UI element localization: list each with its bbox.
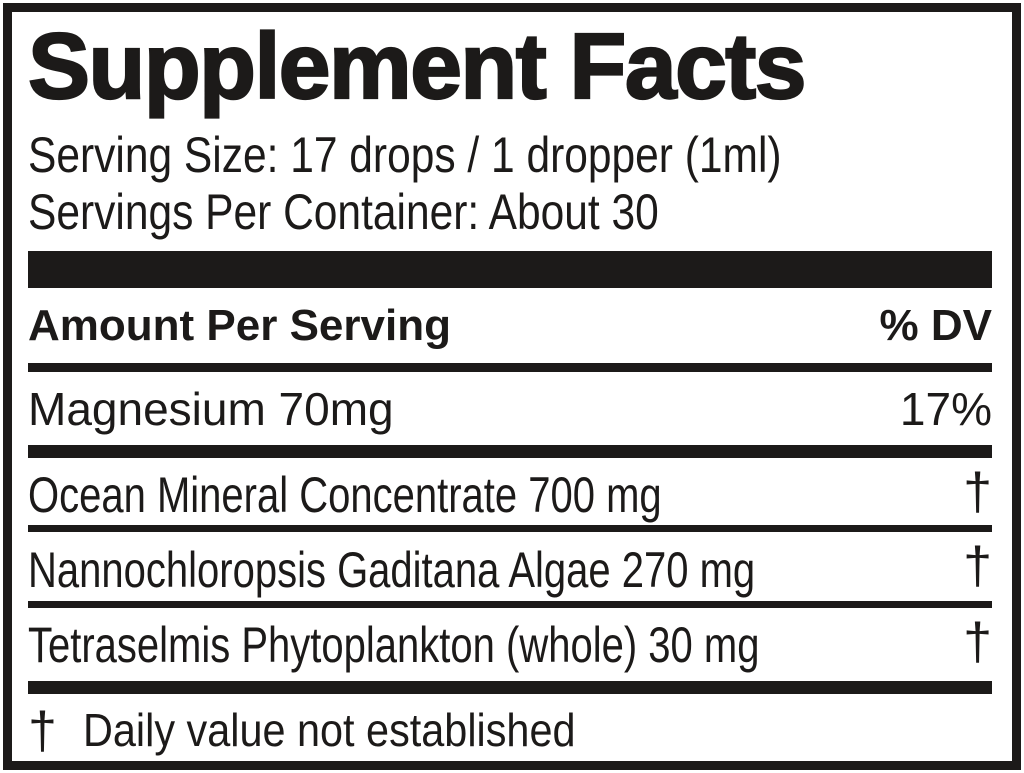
serving-size-line: Serving Size: 17 drops / 1 dropper (1ml) xyxy=(28,126,782,183)
ingredient-row-tetraselmis: Tetraselmis Phytoplankton (whole) 30 mg … xyxy=(28,608,992,694)
dagger-symbol: † xyxy=(28,701,57,760)
dagger-symbol: † xyxy=(963,612,992,671)
dagger-symbol: † xyxy=(963,536,992,595)
ingredient-name: Magnesium 70mg xyxy=(28,382,394,435)
supplement-facts-label: Supplement Facts Serving Size: 17 drops … xyxy=(3,3,1021,770)
ingredient-row-magnesium: Magnesium 70mg 17% xyxy=(28,372,992,458)
ingredient-row-nannochloropsis: Nannochloropsis Gaditana Algae 270 mg † xyxy=(28,532,992,608)
footnote-text: Daily value not established xyxy=(82,703,576,756)
percent-dv-header: % DV xyxy=(879,300,992,350)
dagger-symbol: † xyxy=(963,462,992,521)
footnote: † Daily value not established xyxy=(28,694,992,757)
label-title: Supplement Facts xyxy=(27,14,808,118)
ingredient-name: Ocean Mineral Concentrate 700 mg xyxy=(28,466,662,523)
ingredient-dv-value: 17% xyxy=(899,382,992,435)
ingredient-name: Nannochloropsis Gaditana Algae 270 mg xyxy=(28,541,756,598)
table-header-row: Amount Per Serving % DV xyxy=(28,288,992,372)
servings-per-container-line: Servings Per Container: About 30 xyxy=(28,184,659,241)
ingredient-row-ocean-mineral: Ocean Mineral Concentrate 700 mg † xyxy=(28,458,992,532)
divider-thick-top xyxy=(28,250,992,288)
ingredient-name: Tetraselmis Phytoplankton (whole) 30 mg xyxy=(28,616,760,673)
amount-per-serving-header: Amount Per Serving xyxy=(28,300,451,350)
